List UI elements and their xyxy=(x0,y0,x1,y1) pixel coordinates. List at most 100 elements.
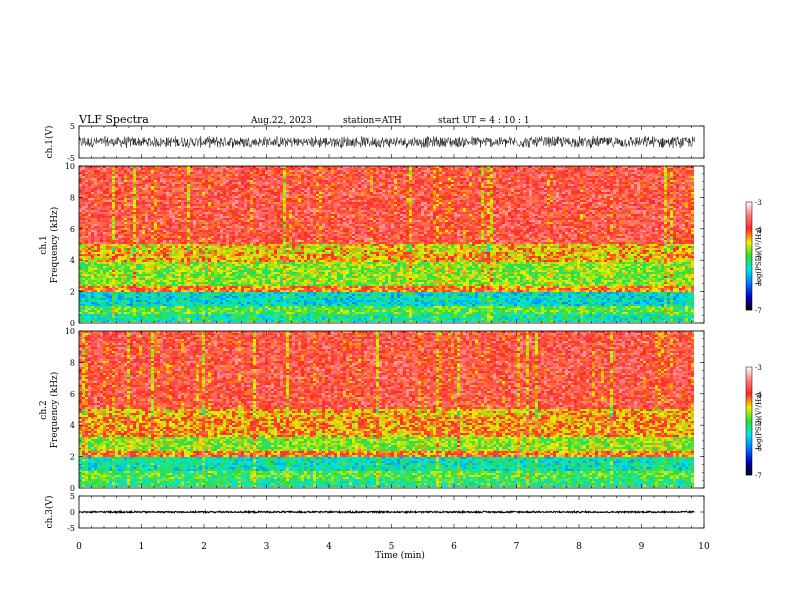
spectrogram-cell xyxy=(211,194,214,196)
spectrogram-cell xyxy=(331,186,334,188)
spectrogram-cell xyxy=(604,200,607,202)
spectrogram-cell xyxy=(595,206,598,208)
spectrogram-cell xyxy=(529,182,532,184)
spectrogram-cell xyxy=(457,190,460,192)
spectrogram-cell xyxy=(388,198,391,200)
spectrogram-cell xyxy=(88,182,91,184)
spectrogram-cell xyxy=(124,174,127,176)
spectrogram-cell xyxy=(529,206,532,208)
spectrogram-cell xyxy=(400,198,403,200)
spectrogram-cell xyxy=(268,180,271,182)
spectrogram-cell xyxy=(118,180,121,182)
spectrogram-cell xyxy=(682,194,685,196)
spectrogram-cell xyxy=(565,194,568,196)
spectrogram-cell xyxy=(208,178,211,180)
spectrogram-cell xyxy=(559,186,562,188)
spectrogram-cell xyxy=(604,184,607,186)
spectrogram-cell xyxy=(205,176,208,178)
spectrogram-cell xyxy=(328,184,331,186)
spectrogram-cell xyxy=(250,178,253,180)
spectrogram-cell xyxy=(289,168,292,170)
spectrogram-cell xyxy=(574,180,577,182)
spectrogram-cell xyxy=(427,206,430,208)
spectrogram-cell xyxy=(145,188,148,190)
spectrogram-cell xyxy=(157,210,160,212)
spectrogram-cell xyxy=(481,184,484,186)
spectrogram-cell xyxy=(280,180,283,182)
spectrogram-cell xyxy=(553,210,556,212)
spectrogram-cell xyxy=(241,210,244,212)
spectrogram-cell xyxy=(457,194,460,196)
spectrogram-cell xyxy=(619,184,622,186)
spectrogram-cell xyxy=(415,196,418,198)
spectrogram-cell xyxy=(136,168,139,170)
spectrogram-cell xyxy=(259,190,262,192)
spectrogram-cell xyxy=(118,202,121,204)
spectrogram-cell xyxy=(220,202,223,204)
spectrogram-cell xyxy=(79,174,82,176)
spectrogram-cell xyxy=(400,212,403,214)
spectrogram-cell xyxy=(508,180,511,182)
spectrogram-cell xyxy=(316,206,319,208)
spectrogram-cell xyxy=(526,174,529,176)
spectrogram-cell xyxy=(301,212,304,214)
spectrogram-cell xyxy=(598,176,601,178)
spectrogram-cell xyxy=(625,202,628,204)
spectrogram-cell xyxy=(385,202,388,204)
spectrogram-cell xyxy=(496,170,499,172)
spectrogram-cell xyxy=(664,180,667,182)
spectrogram-cell xyxy=(517,204,520,206)
spectrogram-cell xyxy=(502,184,505,186)
spectrogram-cell xyxy=(454,178,457,180)
spectrogram-cell xyxy=(109,200,112,202)
spectrogram-cell xyxy=(313,178,316,180)
spectrogram-cell xyxy=(211,190,214,192)
spectrogram-cell xyxy=(349,208,352,210)
spectrogram-cell xyxy=(592,196,595,198)
spectrogram-cell xyxy=(232,206,235,208)
spectrogram-cell xyxy=(475,208,478,210)
spectrogram-cell xyxy=(304,186,307,188)
spectrogram-cell xyxy=(433,204,436,206)
spectrogram-cell xyxy=(484,190,487,192)
spectrogram-cell xyxy=(565,190,568,192)
spectrogram-cell xyxy=(343,200,346,202)
spectrogram-cell xyxy=(667,172,670,174)
spectrogram-cell xyxy=(292,208,295,210)
spectrogram-cell xyxy=(439,206,442,208)
spectrogram-cell xyxy=(550,206,553,208)
spectrogram-cell xyxy=(232,208,235,210)
spectrogram-cell xyxy=(343,184,346,186)
spectrogram-cell xyxy=(409,208,412,210)
spectrogram-cell xyxy=(286,170,289,172)
spectrogram-cell xyxy=(169,190,172,192)
spectrogram-cell xyxy=(175,182,178,184)
spectrogram-cell xyxy=(631,194,634,196)
spectrogram-cell xyxy=(574,190,577,192)
spectrogram-cell xyxy=(412,192,415,194)
spectrogram-cell xyxy=(211,204,214,206)
spectrogram-cell xyxy=(217,190,220,192)
spectrogram-cell xyxy=(508,202,511,204)
spectrogram-cell xyxy=(337,192,340,194)
spectrogram-cell xyxy=(634,180,637,182)
spectrogram-cell xyxy=(298,190,301,192)
spectrogram-cell xyxy=(520,178,523,180)
spectrogram-cell xyxy=(310,180,313,182)
spectrogram-cell xyxy=(313,202,316,204)
spectrogram-cell xyxy=(436,200,439,202)
spectrogram-cell xyxy=(577,186,580,188)
spectrogram-cell xyxy=(574,188,577,190)
spectrogram-cell xyxy=(202,174,205,176)
spectrogram-cell xyxy=(361,206,364,208)
spectrogram-cell xyxy=(193,210,196,212)
spectrogram-cell xyxy=(100,178,103,180)
spectrogram-cell xyxy=(139,198,142,200)
spectrogram-cell xyxy=(160,182,163,184)
spectrogram-cell xyxy=(361,188,364,190)
spectrogram-cell xyxy=(478,196,481,198)
spectrogram-cell xyxy=(88,174,91,176)
spectrogram-cell xyxy=(154,176,157,178)
spectrogram-cell xyxy=(349,206,352,208)
spectrogram-cell xyxy=(133,204,136,206)
